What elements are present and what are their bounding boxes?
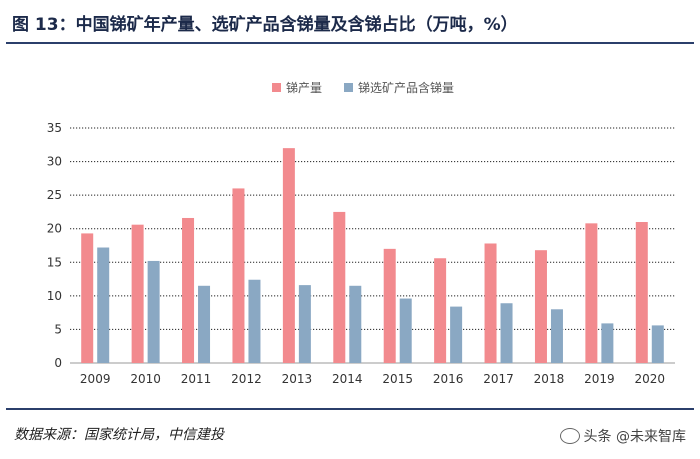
bar-series2 [147,260,160,363]
y-tick-label: 0 [54,356,62,370]
bar-series1 [484,243,497,363]
bar-series1 [585,223,598,363]
bar-series1 [383,248,396,363]
legend-label: 锑选矿产品含锑量 [358,80,454,95]
bar-series2 [399,298,412,363]
x-tick-label: 2011 [181,372,212,386]
y-tick-label: 30 [47,155,62,169]
title-divider [6,42,694,44]
bar-chart: 0 5 10 15 20 25 30 35 2009 2010 2011 2012 2013 2014 20… [47,80,675,386]
bar-series1 [182,217,195,363]
figure-title: 图 13：中国锑矿年产量、选矿产品含锑量及含锑占比（万吨，%） [12,15,518,35]
bar-series2 [601,323,614,363]
y-tick-label: 10 [47,289,62,303]
y-tick-label: 5 [54,322,62,336]
x-tick-label: 2009 [80,372,111,386]
watermark: 头条 @未来智库 [559,426,686,446]
legend-swatch [272,83,281,92]
bar-series1 [131,224,144,363]
footer-divider [6,408,694,410]
watermark-text: 头条 @未来智库 [583,429,686,445]
bar-series2 [349,285,362,363]
x-tick-label: 2019 [584,372,615,386]
bar-series1 [81,233,94,363]
bar-series2 [97,247,110,363]
y-tick-label: 15 [47,255,62,269]
x-tick-label: 2012 [231,372,262,386]
x-tick-label: 2015 [382,372,413,386]
x-tick-label: 2016 [433,372,464,386]
x-tick-label: 2020 [635,372,666,386]
bar-series1 [333,211,346,363]
bar-series1 [282,148,295,363]
legend-label: 锑产量 [286,81,322,95]
bar-series2 [550,309,563,363]
bar-series2 [651,325,664,363]
x-tick-label: 2014 [332,372,363,386]
bar-series1 [232,188,245,363]
x-tick-label: 2013 [282,372,313,386]
bar-series1 [434,258,447,363]
x-tick-label: 2017 [483,372,514,386]
bar-series2 [198,285,211,363]
y-tick-label: 20 [47,222,62,236]
x-tick-label: 2018 [534,372,565,386]
source-note: 数据来源：国家统计局，中信建投 [14,427,224,443]
bar-series2 [248,279,261,363]
y-tick-label: 35 [47,121,62,135]
x-tick-label: 2010 [130,372,161,386]
y-tick-label: 25 [47,188,62,202]
chat-bubble-icon [559,428,580,444]
legend-swatch [344,83,353,92]
bar-series1 [635,222,648,363]
bar-series2 [298,285,311,363]
bar-series1 [534,250,547,363]
bar-series2 [450,306,463,363]
bar-series2 [500,303,513,363]
